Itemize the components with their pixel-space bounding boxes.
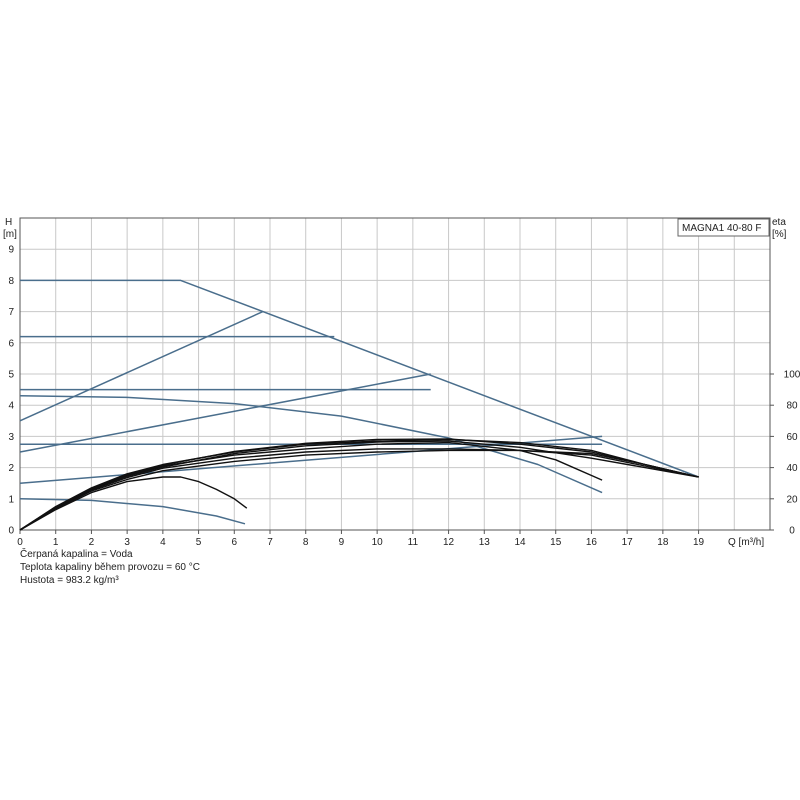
- eta-tick-label: 40: [786, 463, 798, 474]
- note-density: Hustota = 983.2 kg/m³: [20, 575, 119, 586]
- y-tick-label: 9: [8, 245, 14, 256]
- model-label-box: [677, 218, 770, 237]
- x-tick-label: 14: [514, 537, 526, 548]
- y-tick-label: 8: [8, 276, 14, 287]
- eta-tick-label: 100: [784, 370, 800, 381]
- y-tick-label: 5: [8, 370, 14, 381]
- y-tick-label: 2: [8, 463, 14, 474]
- eta-tick-label: 20: [786, 494, 798, 505]
- performance-curve-10: [19, 476, 248, 531]
- x-tick-label: 16: [586, 537, 598, 548]
- performance-curve-14: [19, 449, 699, 531]
- x-tick-label: 6: [232, 537, 238, 548]
- performance-curve-15: [19, 440, 699, 531]
- eta-tick-label: 0: [789, 526, 795, 537]
- x-tick-label: 4: [160, 537, 166, 548]
- x-tick-label: 19: [693, 537, 705, 548]
- setting-line-6: [19, 373, 431, 453]
- x-axis-label: Q [m³/h]: [728, 537, 764, 548]
- x-tick-label: 7: [267, 537, 273, 548]
- eta-tick-label: 80: [786, 401, 798, 412]
- y-axis-label-unit: [m]: [3, 229, 17, 240]
- x-tick-label: 3: [124, 537, 130, 548]
- x-axis-ticks: 0 1 2 3 4 5 6 7 8 9 10 11 12 13 14 15 16 17 18 19: [17, 530, 705, 548]
- setting-line-5: [19, 310, 264, 422]
- x-tick-label: 8: [303, 537, 309, 548]
- y-tick-label: 4: [8, 401, 14, 412]
- x-tick-label: 12: [443, 537, 455, 548]
- y-axis-ticks: 0 1 2 3 4 5 6 7 8 9: [8, 245, 14, 537]
- eta-axis-label-top: eta: [772, 217, 786, 228]
- note-temperature: Teplota kapaliny během provozu = 60 °C: [20, 562, 200, 573]
- series-layer: [19, 279, 699, 531]
- x-tick-label: 5: [196, 537, 202, 548]
- eta-tick-label: 60: [786, 432, 798, 443]
- x-tick-label: 10: [372, 537, 384, 548]
- setting-line-1: [20, 279, 699, 478]
- eta-axis-ticks: 0 20 40 60 80 100: [770, 370, 800, 537]
- setting-line-8: [19, 395, 603, 494]
- y-tick-label: 1: [8, 494, 14, 505]
- x-tick-label: 0: [17, 537, 23, 548]
- y-tick-label: 6: [8, 338, 14, 349]
- model-label: MAGNA1 40-80 F: [682, 223, 761, 234]
- note-liquid: Čerpaná kapalina = Voda: [20, 549, 133, 560]
- x-tick-label: 13: [479, 537, 491, 548]
- y-tick-label: 7: [8, 307, 14, 318]
- eta-axis-label-unit: [%]: [772, 229, 787, 240]
- x-tick-label: 9: [339, 537, 345, 548]
- y-axis-label-top: H: [5, 217, 12, 228]
- x-tick-label: 1: [53, 537, 59, 548]
- x-tick-label: 2: [89, 537, 95, 548]
- performance-curve-16: [19, 438, 699, 531]
- x-tick-label: 15: [550, 537, 562, 548]
- performance-curve-12: [19, 448, 699, 531]
- setting-line-7: [19, 435, 603, 484]
- y-tick-label: 3: [8, 432, 14, 443]
- y-tick-label: 0: [8, 526, 14, 537]
- x-tick-label: 17: [622, 537, 634, 548]
- x-tick-label: 18: [657, 537, 669, 548]
- grid: [19, 217, 771, 531]
- x-tick-label: 11: [408, 537, 419, 548]
